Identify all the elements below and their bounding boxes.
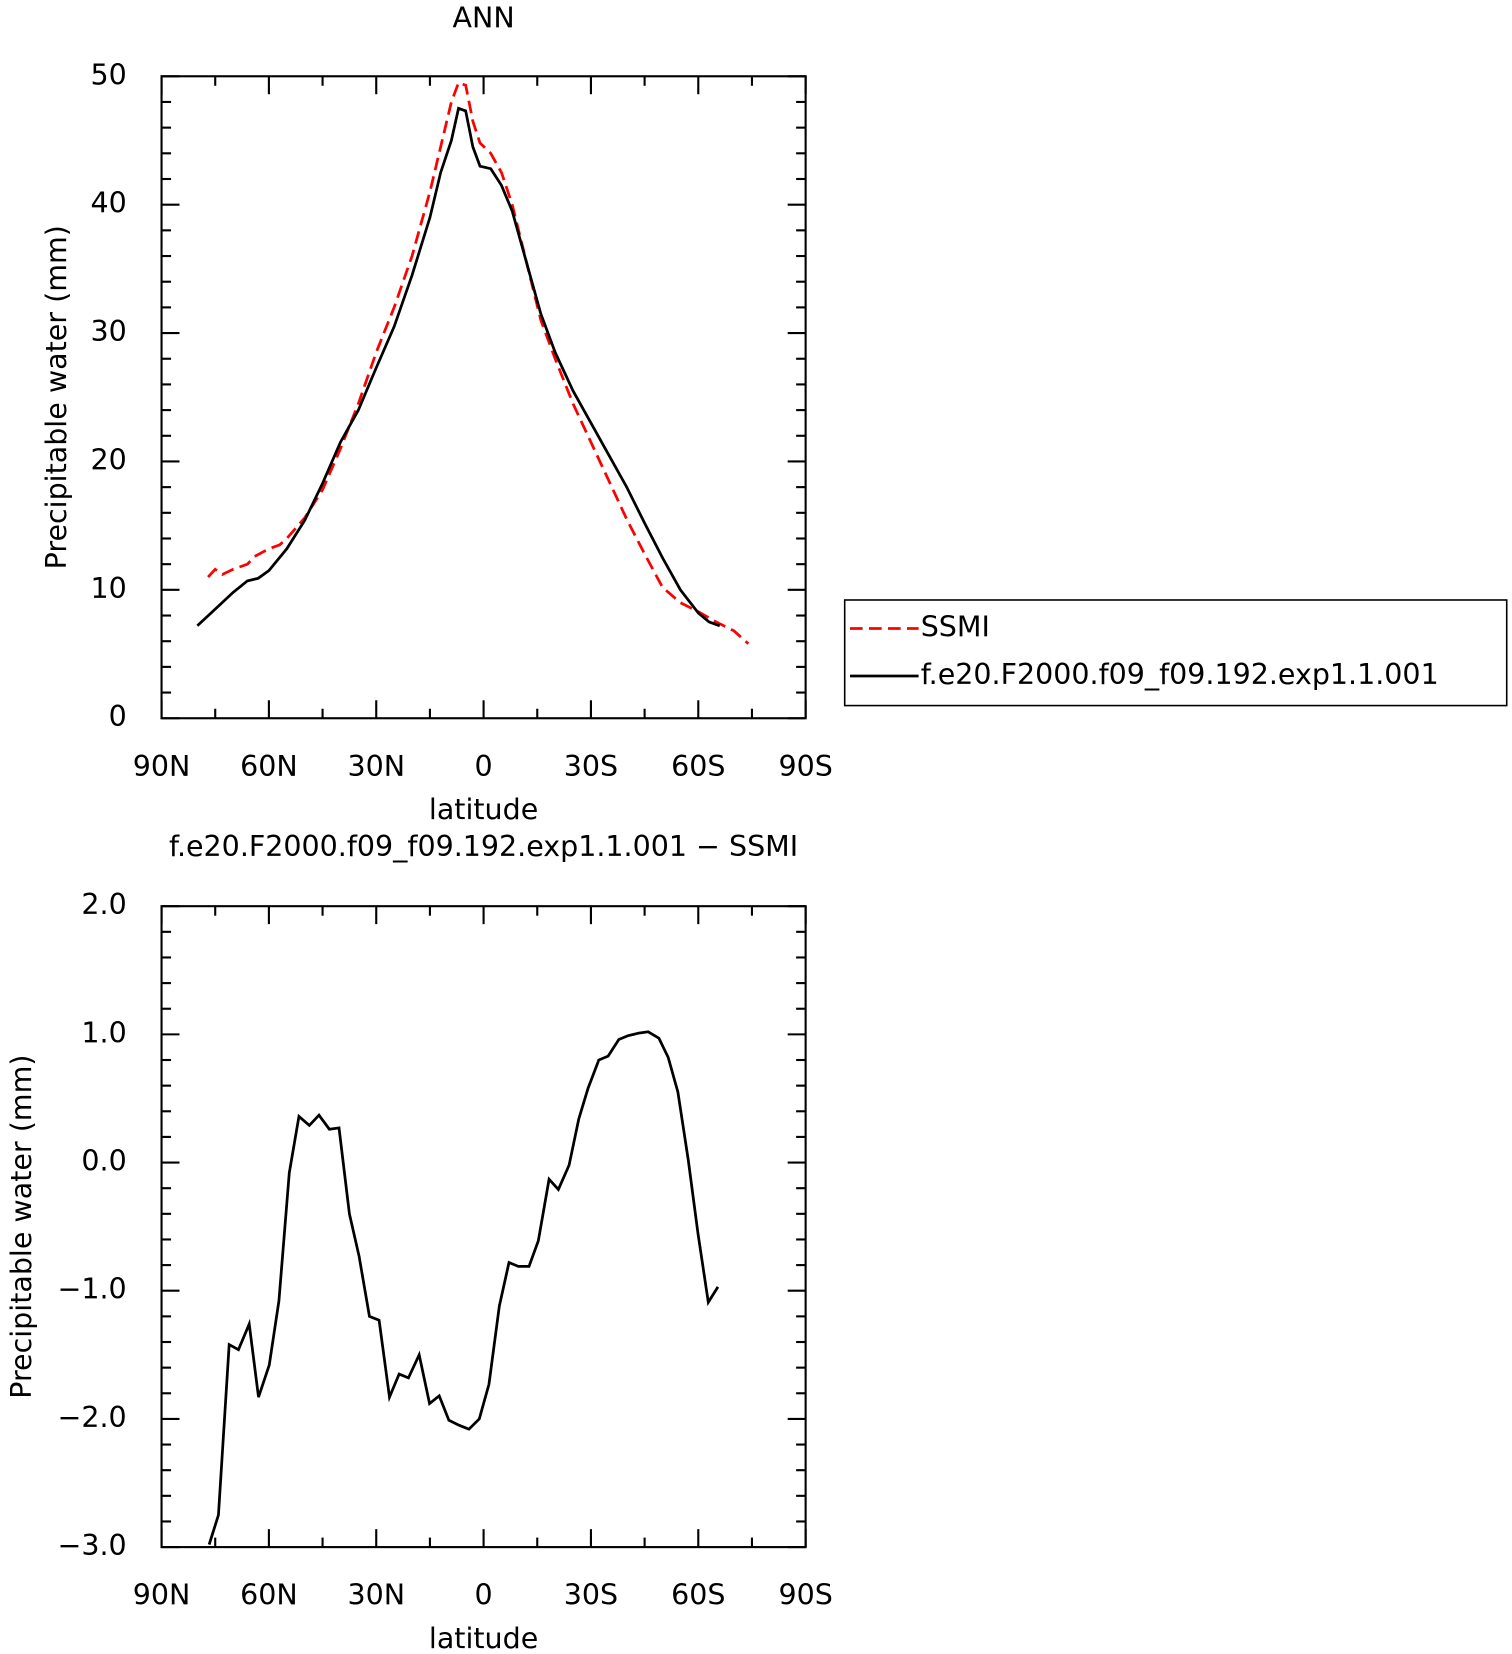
legend-box: [843, 599, 1508, 707]
legend-label: SSMI: [921, 610, 990, 643]
x-axis-label: latitude: [429, 793, 538, 826]
y-axis-label: Precipitable water (mm): [5, 1055, 38, 1399]
x-tick-label: 0: [475, 1579, 493, 1612]
y-axis-label: Precipitable water (mm): [40, 225, 73, 569]
chart-title: f.e20.F2000.f09_f09.192.exp1.1.001 − SSM…: [169, 830, 798, 863]
x-tick-label: 90N: [133, 750, 191, 783]
x-tick-label: 30S: [564, 1579, 618, 1612]
y-tick-label: 1.0: [81, 1016, 126, 1049]
data-line: [207, 1030, 720, 1545]
y-tick-label: 0: [109, 700, 127, 733]
y-tick-label: 2.0: [81, 888, 126, 921]
plot-frame: [160, 905, 807, 1549]
legend-label: f.e20.F2000.f09_f09.192.exp1.1.001: [921, 658, 1439, 691]
y-tick-label: 50: [90, 58, 126, 91]
x-tick-label: 90S: [778, 750, 832, 783]
y-tick-label: 10: [90, 572, 126, 605]
chart-title: ANN: [453, 1, 515, 34]
y-tick-label: 40: [90, 187, 126, 220]
x-axis-label: latitude: [429, 1622, 538, 1654]
data-line: [207, 80, 750, 645]
x-tick-label: 30N: [347, 1579, 405, 1612]
x-tick-label: 60N: [240, 1579, 298, 1612]
y-tick-label: −2.0: [57, 1401, 126, 1434]
x-tick-label: 60S: [671, 750, 725, 783]
y-tick-label: 30: [90, 315, 126, 348]
y-tick-label: −1.0: [57, 1273, 126, 1306]
x-tick-label: 30N: [347, 750, 405, 783]
x-tick-label: 60N: [240, 750, 298, 783]
x-tick-label: 30S: [564, 750, 618, 783]
x-tick-label: 90S: [778, 1579, 832, 1612]
y-tick-label: 20: [90, 443, 126, 476]
y-tick-label: −3.0: [57, 1529, 126, 1562]
y-tick-label: 0.0: [81, 1145, 126, 1178]
x-tick-label: 90N: [133, 1579, 191, 1612]
data-line: [196, 106, 721, 628]
x-tick-label: 0: [475, 750, 493, 783]
x-tick-label: 60S: [671, 1579, 725, 1612]
